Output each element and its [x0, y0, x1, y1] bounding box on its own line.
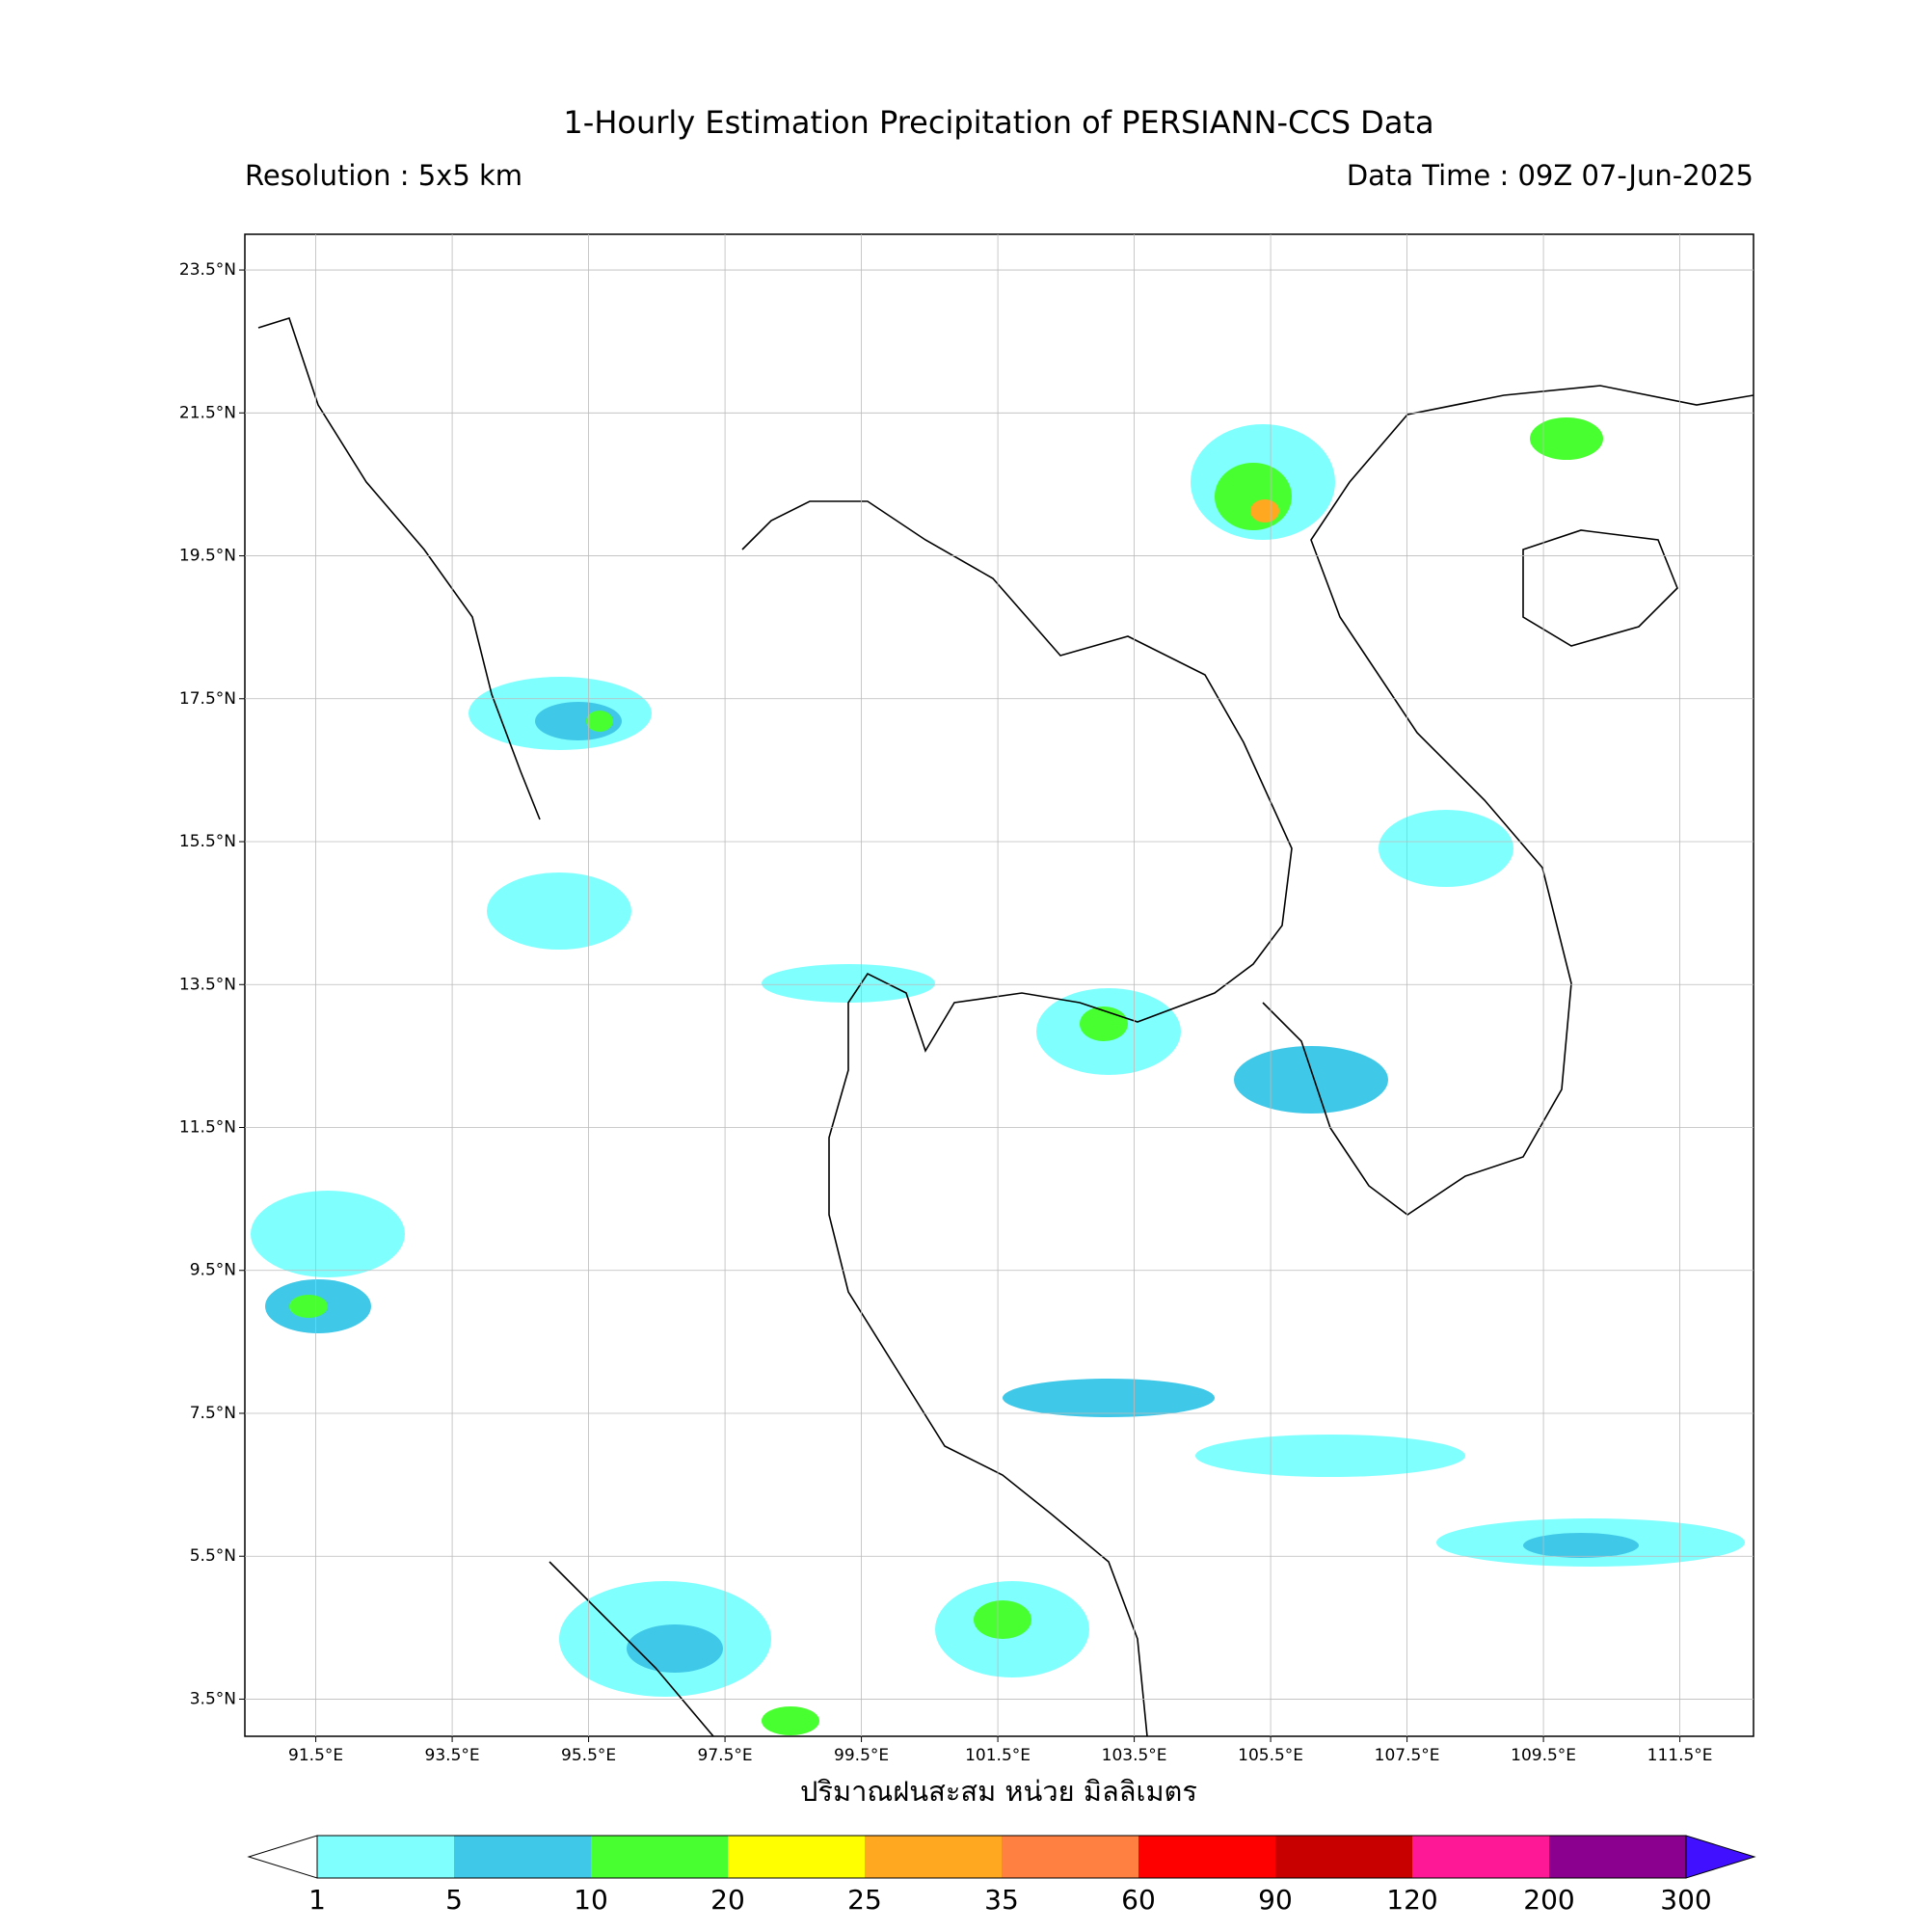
lon-tick-label: 95.5°E — [561, 1746, 616, 1765]
rain-area — [1250, 499, 1279, 523]
lat-tick-label: 3.5°N — [190, 1689, 236, 1708]
lat-tick-label: 9.5°N — [190, 1261, 236, 1280]
rain-area — [1080, 1006, 1128, 1041]
rain-area — [1195, 1435, 1465, 1477]
rain-area — [627, 1624, 723, 1673]
lat-tick-label: 15.5°N — [179, 832, 236, 851]
rain-layer — [251, 417, 1745, 1735]
colorbar-box — [1549, 1836, 1686, 1878]
coastline — [1522, 529, 1678, 647]
lat-tick-label: 23.5°N — [179, 260, 236, 280]
colorbar-box — [1002, 1836, 1138, 1878]
lon-tick-label: 101.5°E — [965, 1746, 1031, 1765]
lon-tick-label: 111.5°E — [1647, 1746, 1713, 1765]
colorbar-label: 120 — [1386, 1884, 1437, 1916]
colorbar-label: 10 — [574, 1884, 608, 1916]
colorbar-label: 90 — [1258, 1884, 1293, 1916]
rain-area — [1379, 810, 1513, 887]
lon-tick-label: 97.5°E — [698, 1746, 753, 1765]
colorbar-over-arrow — [1685, 1835, 1756, 1879]
coastline — [549, 1561, 714, 1736]
x-axis-label: ปริมาณฝนสะสม หน่วย มิลลิเมตร — [800, 1775, 1197, 1808]
rain-area — [1003, 1379, 1215, 1417]
coastlines — [257, 317, 1754, 1736]
coastline — [741, 500, 1293, 1736]
colorbar-box — [1275, 1836, 1412, 1878]
rain-area — [586, 711, 613, 732]
rain-area — [974, 1600, 1031, 1639]
lon-tick-label: 93.5°E — [425, 1746, 480, 1765]
colorbar-frame — [316, 1835, 1687, 1879]
colorbar-box — [454, 1836, 591, 1878]
rain-area — [1234, 1046, 1388, 1114]
rain-area — [1523, 1533, 1639, 1558]
colorbar-box — [591, 1836, 728, 1878]
rain-area — [1530, 417, 1603, 460]
colorbar-label: 20 — [710, 1884, 745, 1916]
coastline — [1262, 385, 1754, 1216]
colorbar-box — [317, 1836, 454, 1878]
lon-tick-label: 91.5°E — [288, 1746, 343, 1765]
data-time: Data Time : 09Z 07-Jun-2025 — [1347, 159, 1754, 192]
lat-tick-label: 21.5°N — [179, 403, 236, 422]
colorbar-label: 1 — [308, 1884, 326, 1916]
colorbar-label: 300 — [1660, 1884, 1711, 1916]
colorbar-under-arrow — [247, 1835, 318, 1879]
rain-area — [762, 964, 935, 1003]
rain-area — [289, 1295, 328, 1318]
lon-tick-label: 105.5°E — [1238, 1746, 1303, 1765]
colorbar-label: 200 — [1523, 1884, 1574, 1916]
lat-tick-label: 13.5°N — [179, 975, 236, 994]
rain-area — [487, 872, 631, 950]
title: 1-Hourly Estimation Precipitation of PER… — [563, 104, 1433, 141]
colorbar-label: 60 — [1121, 1884, 1156, 1916]
colorbar-box — [1412, 1836, 1549, 1878]
colorbar-label: 5 — [445, 1884, 463, 1916]
lon-tick-label: 109.5°E — [1511, 1746, 1576, 1765]
lon-tick-label: 99.5°E — [834, 1746, 889, 1765]
colorbar-label: 35 — [984, 1884, 1019, 1916]
rain-area — [1215, 463, 1292, 530]
lat-tick-label: 7.5°N — [190, 1404, 236, 1423]
lon-tick-label: 103.5°E — [1102, 1746, 1167, 1765]
rain-area — [762, 1706, 819, 1735]
colorbar-box — [1138, 1836, 1275, 1878]
colorbar-box — [865, 1836, 1002, 1878]
resolution: Resolution : 5x5 km — [245, 159, 522, 192]
colorbar-label: 25 — [847, 1884, 882, 1916]
lat-tick-label: 17.5°N — [179, 689, 236, 709]
coastline — [257, 317, 541, 820]
rain-area — [251, 1191, 405, 1277]
plot-frame — [244, 233, 1754, 1737]
colorbar-box — [728, 1836, 865, 1878]
lat-tick-label: 5.5°N — [190, 1546, 236, 1566]
lat-tick-label: 19.5°N — [179, 547, 236, 566]
lon-tick-label: 107.5°E — [1375, 1746, 1440, 1765]
lat-tick-label: 11.5°N — [179, 1117, 236, 1137]
